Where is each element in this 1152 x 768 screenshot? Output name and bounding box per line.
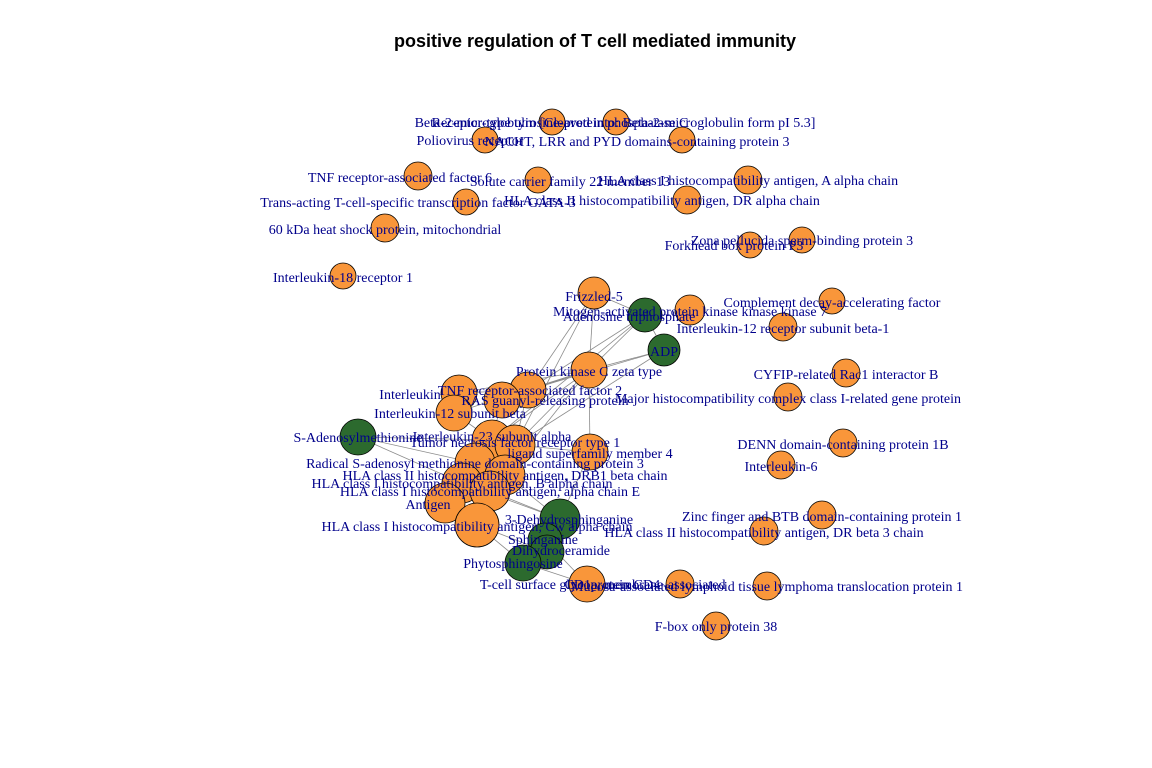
node-label-traf6: TNF receptor-associated factor 6 (308, 171, 492, 186)
node-card (665, 569, 695, 599)
node-hsp60 (370, 213, 400, 243)
node-pvr (471, 126, 499, 154)
node-label-card: CD1a, membrane-associated (565, 578, 726, 593)
node-label-rsad: Radical S-adenosyl methionine domain-con… (306, 457, 644, 472)
node-traf6 (403, 161, 433, 191)
node-label-zp3: Zona pellucida sperm-binding protein 3 (691, 234, 913, 249)
node-label-il23a: Interleukin-23 subunit alpha (413, 430, 572, 445)
node-label-nlrp3: NACHT, LRR and PYD domains-containing pr… (485, 135, 790, 150)
node-fzd5 (577, 276, 611, 310)
node-label-hsp60: 60 kDa heat shock protein, mitochondrial (269, 223, 502, 238)
edge-sam-il23a (357, 436, 493, 441)
edge-fzd5-tnfr1 (514, 292, 595, 446)
node-sam (339, 418, 377, 456)
node-label-fzd5: Frizzled-5 (565, 290, 623, 305)
node-label-dhsph: 3-Dehydrosphinganine (505, 513, 633, 528)
node-label-hlae: HLA class I histocompatibility antigen, … (340, 485, 640, 500)
node-gata3 (452, 188, 480, 216)
node-label-il6: Interleukin-6 (744, 460, 817, 475)
node-label-hlac: HLA class I histocompatibility antigen, … (321, 520, 632, 535)
node-label-cd4: T-cell surface glycoprotein CD4 (480, 578, 660, 593)
node-label-tnfr1: Tumor necrosis factor receptor type 1 (410, 436, 621, 451)
node-label-atp: Adenosine triphosphate (563, 310, 696, 325)
node-label-traf2: TNF receptor-associated factor 2 (438, 384, 622, 399)
node-label-il18r: Interleukin-18 receptor 1 (273, 271, 413, 286)
node-hlac (454, 502, 500, 548)
node-label-dhcer: Dihydroceramide (512, 544, 610, 559)
node-label-cd55: Complement decay-accelerating factor (724, 296, 941, 311)
label-layer: Beta-2-microglobulin [Cleaved into: Beta… (260, 116, 963, 635)
node-zp3 (788, 226, 816, 254)
node-label-sam: S-Adenosylmethionine (293, 431, 422, 446)
node-layer (329, 108, 861, 641)
node-label-il_a: Interleukin (379, 388, 440, 403)
node-label-sphinganine: Sphinganine (508, 533, 578, 548)
node-ras (483, 381, 521, 419)
node-pkcz (570, 351, 608, 389)
node-label-muc: Mucosa-associated lymphoid tissue lympho… (571, 580, 963, 595)
node-nlrp3 (668, 126, 696, 154)
node-label-gata3: Trans-acting T-cell-specific transcripti… (260, 196, 576, 211)
node-ag (424, 482, 466, 524)
node-mr1 (773, 382, 803, 412)
node-b2m (538, 108, 566, 136)
node-il12b (435, 394, 473, 432)
node-foxp3 (736, 231, 764, 259)
node-label-adp: ADP (650, 345, 678, 360)
diagram-title: positive regulation of T cell mediated i… (394, 31, 796, 51)
node-label-b2m: Beta-2-microglobulin [Cleaved into: Beta… (415, 116, 816, 131)
node-label-il12rb1: Interleukin-12 receptor subunit beta-1 (677, 322, 890, 337)
node-map3k7 (674, 294, 706, 326)
node-slc22 (524, 166, 552, 194)
node-label-hladrb3: HLA class II histocompatibility antigen,… (604, 526, 923, 541)
node-label-zbtb: Zinc finger and BTB domain-containing pr… (682, 510, 962, 525)
node-atp (627, 297, 663, 333)
node-label-foxp3: Forkhead box protein P3 (665, 239, 804, 254)
node-label-slc22: Solute carrier family 22 member 13 (470, 175, 670, 190)
node-label-tnfsf4: ligand superfamily member 4 (507, 447, 672, 462)
node-label-mr1: Major histocompatibility complex class I… (615, 392, 961, 407)
node-label-ras: RAS guanyl-releasing protein (461, 394, 628, 409)
node-muc (752, 571, 782, 601)
node-label-fbxo38: F-box only protein 38 (655, 620, 778, 635)
node-cd55 (818, 287, 846, 315)
node-hlaa (733, 165, 763, 195)
node-fbxo38 (701, 611, 731, 641)
node-zbtb (807, 500, 837, 530)
node-hladra (672, 185, 702, 215)
node-label-cyfip: CYFIP-related Rac1 interactor B (754, 368, 939, 383)
node-dennd1b (828, 428, 858, 458)
node-label-ag: Antigen (405, 498, 450, 513)
node-il18r (329, 262, 357, 290)
node-label-pkcz: Protein kinase C zeta type (516, 365, 662, 380)
node-phyto (504, 544, 542, 582)
node-hladrb3 (749, 516, 779, 546)
node-label-il12b: Interleukin-12 subunit beta (374, 407, 526, 422)
node-il6 (766, 450, 796, 480)
edge-fzd5-traf2 (527, 292, 595, 391)
edge-atp-il23a (491, 314, 646, 441)
node-label-hladrb1: HLA class II histocompatibility antigen,… (342, 469, 667, 484)
node-adp (647, 333, 681, 367)
node-cyfip (831, 358, 861, 388)
node-label-hlaa: HLA class I histocompatibility antigen, … (598, 174, 898, 189)
node-label-hladra: HLA class II histocompatibility antigen,… (504, 194, 820, 209)
node-label-hlab: HLA class I histocompatibility antigen, … (312, 477, 613, 492)
node-label-pvr: Poliovirus receptor (417, 134, 524, 149)
node-label-map3k7: Mitogen-activated protein kinase kinase … (553, 305, 827, 320)
node-tnfsf4 (571, 433, 609, 471)
node-cd4 (568, 565, 606, 603)
node-label-phyto: Phytosphingosine (463, 557, 563, 572)
node-label-rtkphos: Receptor-type tyrosine-protein phosphata… (432, 116, 689, 131)
node-il12rb1 (768, 312, 798, 342)
node-rtkphos (602, 108, 630, 136)
node-label-dennd1b: DENN domain-containing protein 1B (737, 438, 948, 453)
